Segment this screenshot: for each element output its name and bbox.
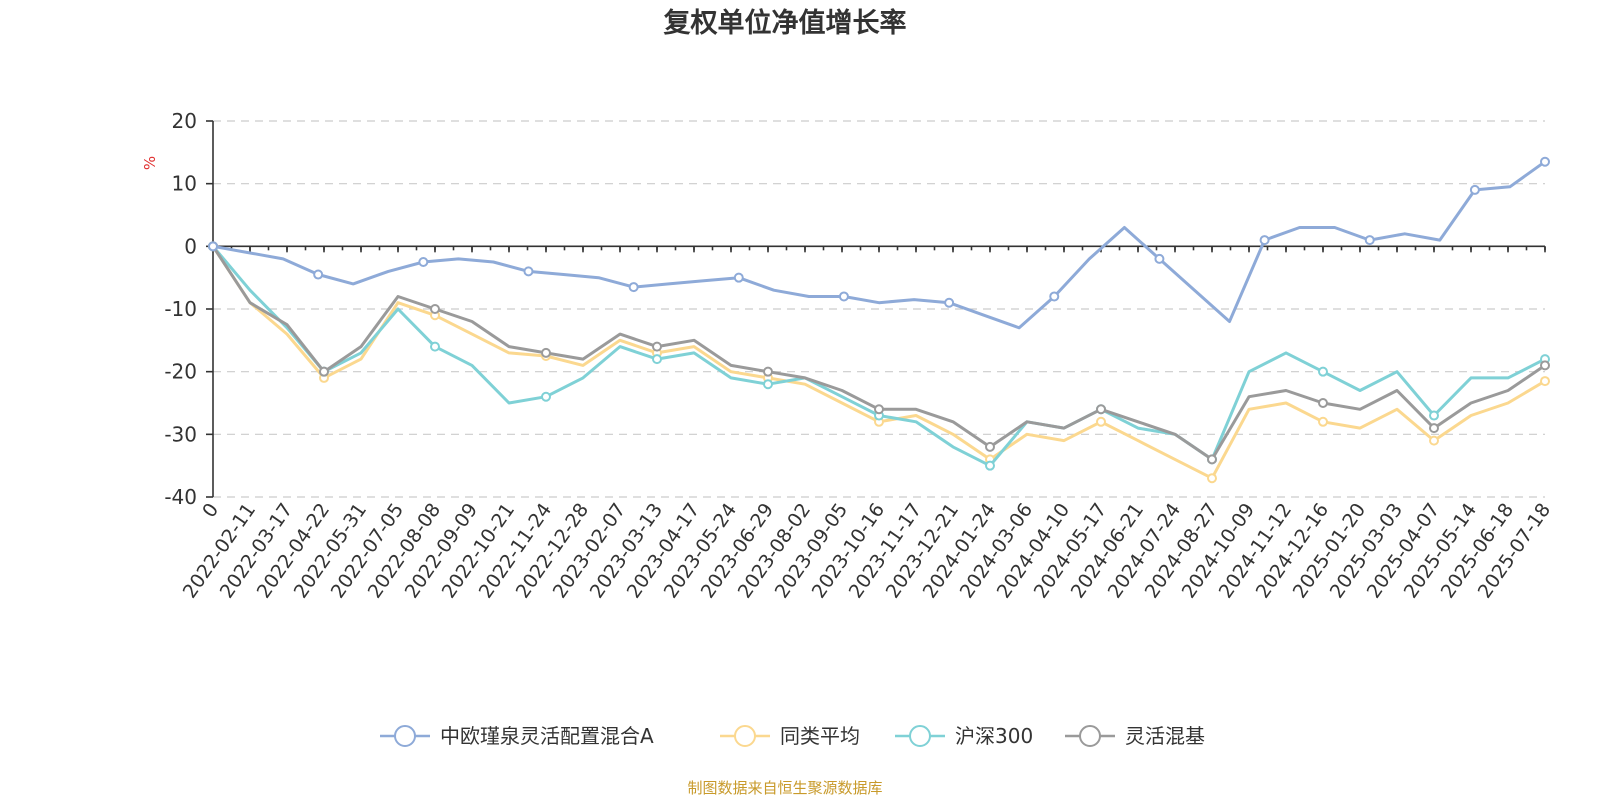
- data-point: [1429, 423, 1439, 434]
- data-point: [1429, 410, 1439, 421]
- data-point: [1364, 235, 1375, 246]
- y-tick-label: -30: [164, 422, 197, 446]
- series-line-1: [211, 245, 1546, 480]
- data-point: [628, 282, 639, 293]
- series-line-3: [211, 245, 1546, 461]
- legend-item[interactable]: 沪深300: [895, 724, 1033, 748]
- data-point: [985, 441, 995, 452]
- data-point: [1469, 184, 1480, 195]
- legend-label: 中欧瑾泉灵活配置混合A: [440, 724, 654, 748]
- y-tick-label: -40: [164, 485, 197, 509]
- data-point: [1049, 291, 1060, 302]
- series-line-0: [212, 160, 1546, 330]
- y-tick-label: 0: [184, 234, 197, 258]
- data-point: [418, 257, 429, 267]
- y-tick-label: 20: [172, 109, 197, 133]
- legend[interactable]: 中欧瑾泉灵活配置混合A 同类平均 沪深300 灵活混基: [380, 724, 1205, 748]
- data-point: [523, 266, 534, 277]
- data-point: [874, 404, 884, 415]
- data-point: [1540, 376, 1550, 387]
- series-line-2: [211, 245, 1546, 468]
- data-point: [944, 297, 955, 308]
- data-point: [1096, 404, 1106, 415]
- legend-label: 同类平均: [780, 724, 860, 748]
- data-point: [763, 366, 773, 377]
- data-point: [1540, 360, 1550, 371]
- data-point: [313, 269, 324, 280]
- data-point: [838, 291, 849, 302]
- legend-item[interactable]: 中欧瑾泉灵活配置混合A: [380, 724, 654, 748]
- data-point: [541, 347, 551, 358]
- data-point: [430, 304, 440, 314]
- legend-marker-icon: [909, 725, 931, 747]
- axes: 20100-10-20-30-4002022-02-112022-03-1720…: [164, 109, 1555, 602]
- legend-label: 沪深300: [955, 724, 1033, 748]
- data-point: [1154, 253, 1165, 264]
- series-lines: [208, 156, 1550, 484]
- data-point: [1429, 435, 1439, 446]
- data-point: [652, 354, 662, 365]
- data-point: [1318, 416, 1328, 427]
- legend-label: 灵活混基: [1125, 724, 1205, 748]
- data-point: [1318, 398, 1328, 408]
- data-point: [652, 341, 662, 352]
- legend-marker-icon: [734, 725, 756, 747]
- data-point: [985, 460, 995, 471]
- legend-item[interactable]: 灵活混基: [1065, 724, 1205, 748]
- chart-title: 复权单位净值增长率: [664, 7, 907, 39]
- y-axis-unit-label: %: [141, 156, 159, 170]
- data-point: [763, 379, 773, 390]
- data-point: [1207, 473, 1217, 484]
- data-point: [1207, 454, 1217, 465]
- x-tick-label: 0: [198, 499, 223, 522]
- y-tick-label: -10: [164, 297, 197, 321]
- data-point: [1096, 416, 1106, 427]
- data-point: [1318, 366, 1328, 377]
- legend-marker-icon: [1079, 725, 1101, 747]
- y-tick-label: 10: [172, 172, 197, 196]
- data-point: [541, 391, 551, 402]
- legend-marker-icon: [394, 725, 416, 747]
- data-point: [208, 241, 218, 252]
- source-note: 制图数据来自恒生聚源数据库: [687, 779, 882, 797]
- data-point: [319, 366, 329, 377]
- data-point: [1259, 235, 1270, 246]
- data-point: [733, 272, 744, 283]
- y-tick-label: -20: [164, 360, 197, 384]
- legend-item[interactable]: 同类平均: [720, 724, 860, 748]
- data-point: [430, 341, 440, 352]
- data-point: [1540, 156, 1550, 167]
